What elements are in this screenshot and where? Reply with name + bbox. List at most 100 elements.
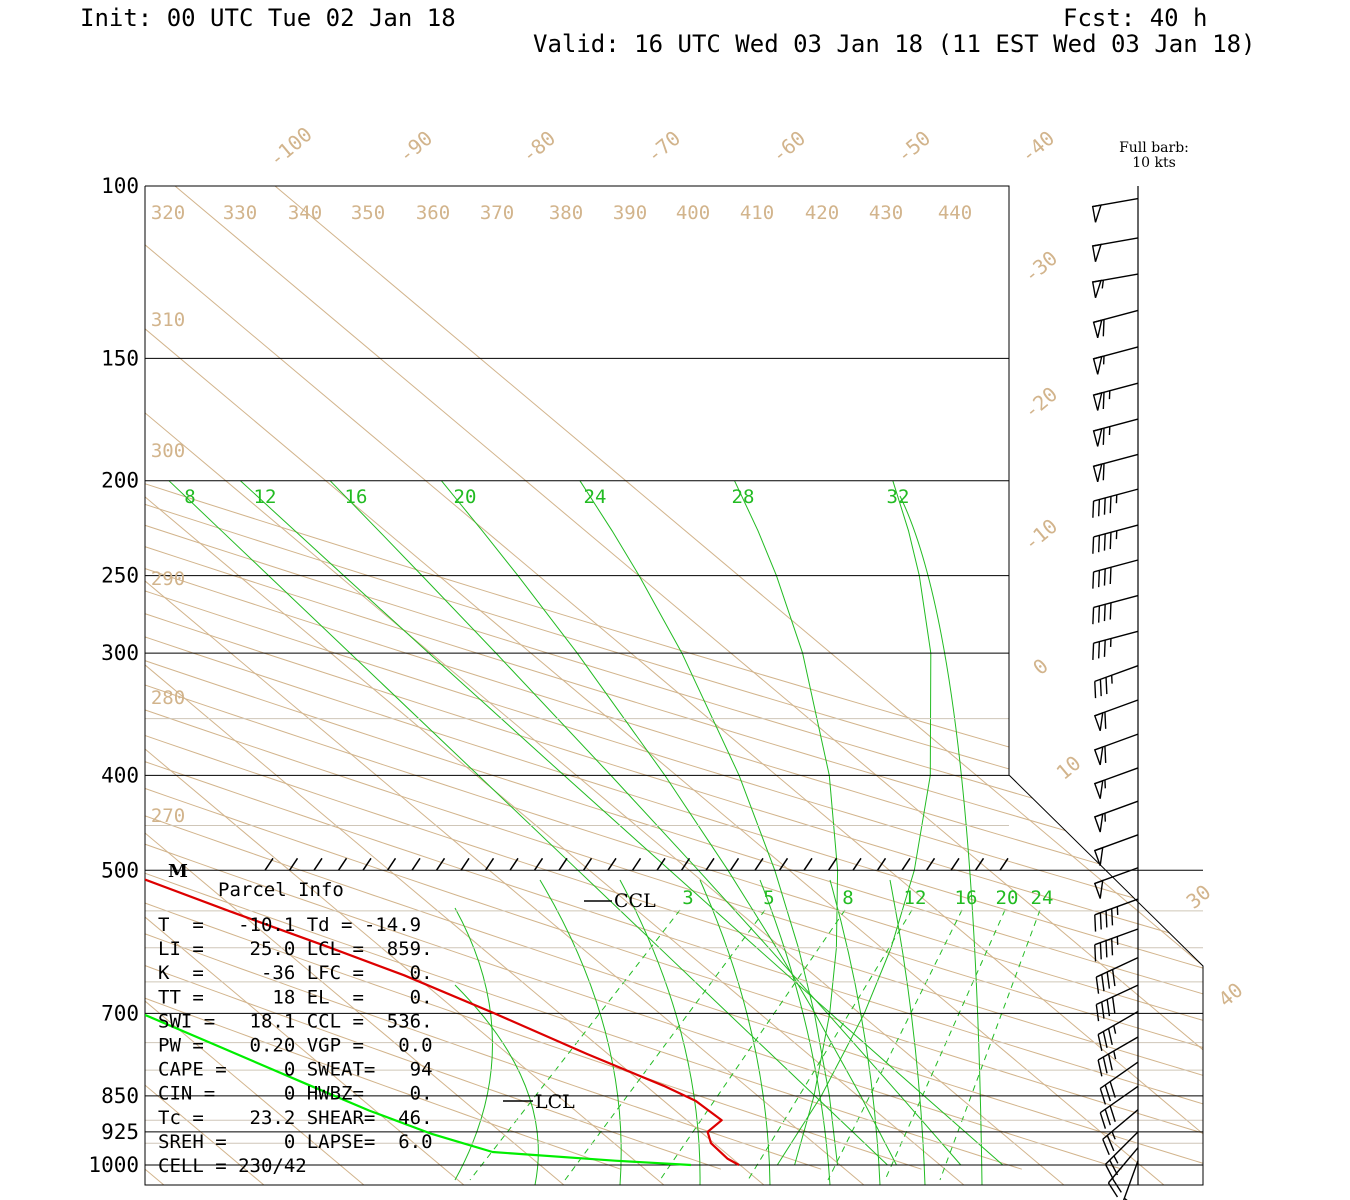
mixing-ratio-label: 20 (996, 887, 1019, 909)
saturated-adiabat (759, 879, 831, 1185)
hatch-mark (950, 857, 960, 871)
init-time: Init: 00 UTC Tue 02 Jan 18 (80, 4, 456, 32)
isotherm-label: 40 (1214, 978, 1248, 1012)
mixing-ratio-label: 24 (1031, 887, 1054, 909)
wind-barb (1093, 767, 1139, 799)
theta-label: 280 (151, 687, 185, 709)
isotherm (145, 186, 466, 1185)
isotherm (0, 141, 65, 1186)
pressure-label: 300 (101, 641, 139, 665)
hatch-mark (288, 857, 299, 871)
saturated-adiabat (619, 879, 701, 1185)
dry-adiabat (145, 186, 1203, 1170)
hatch-mark (680, 857, 691, 871)
hatch-mark (337, 857, 348, 871)
forecast-hour: Fcst: 40 h (1063, 4, 1208, 32)
dry-adiabat (145, 186, 1203, 1170)
parcel-info-row: TT = 18 EL = 0. (158, 986, 433, 1008)
hatch-mark (582, 857, 593, 871)
theta-label: 440 (938, 202, 972, 224)
wind-barb (1092, 524, 1139, 554)
isotherm-label: -20 (1019, 382, 1062, 424)
wind-barb (1092, 382, 1139, 411)
dry-adiabat (145, 186, 1203, 1170)
saturated-adiabat (168, 480, 888, 1166)
mixing-ratio-line (564, 909, 766, 1181)
hatch-mark (925, 857, 936, 871)
temperature-profile (145, 205, 740, 1166)
parcel-info-row: CAPE = 0 SWEAT= 94 (158, 1059, 433, 1081)
hatch-mark (754, 857, 764, 871)
sounding-profiles (145, 205, 740, 1167)
dry-adiabat (145, 186, 1203, 1170)
isotherm-label: 0 (1028, 654, 1053, 680)
saturated-adiabat (889, 879, 926, 1185)
saturated-adiabat (829, 879, 881, 1185)
hatch-mark (827, 857, 838, 871)
pressure-label: 925 (101, 1120, 139, 1144)
hatch-mark (533, 857, 544, 871)
hatch-mark (778, 857, 789, 871)
theta-label: 340 (288, 202, 322, 224)
isotherm (145, 186, 1066, 1185)
parcel-info-title: Parcel Info (218, 879, 344, 901)
theta-label: 320 (151, 202, 185, 224)
hatch-mark (705, 857, 715, 871)
parcel-info-row: CELL = 230/42 (158, 1155, 307, 1177)
parcel-info-row: SWI = 18.1 CCL = 536. (158, 1010, 433, 1032)
theta-e-label: 24 (584, 486, 607, 508)
dry-adiabat (145, 186, 722, 1170)
isotherm (145, 186, 1203, 1185)
theta-label: 290 (151, 568, 185, 590)
saturated-adiabat (441, 480, 897, 1166)
dry-adiabat (145, 186, 1022, 1170)
marker-m: M (168, 861, 188, 882)
isotherm-label: -60 (767, 126, 810, 168)
pressure-label: 250 (101, 564, 139, 588)
wind-barb (1104, 1131, 1139, 1180)
theta-label: 300 (151, 440, 185, 462)
parcel-info-row: K = -36 LFC = 0. (158, 962, 433, 984)
mixing-ratio-line (469, 909, 681, 1181)
dry-adiabat (145, 186, 1203, 1170)
wind-barb (1092, 453, 1139, 482)
barb-legend-line2: 10 kts (1132, 155, 1176, 171)
hatch-mark (509, 857, 519, 871)
barb-legend-line1: Full barb: (1119, 140, 1189, 156)
isotherm (221, 186, 1203, 1185)
hatch-mark (264, 857, 274, 871)
hatch-mark (901, 857, 911, 871)
isotherm (145, 186, 566, 1185)
hatch-mark (460, 857, 470, 871)
pressure-label: 850 (101, 1084, 139, 1108)
isotherm (145, 186, 166, 1185)
theta-label: 350 (351, 202, 385, 224)
isotherm (145, 186, 1203, 1185)
mixing-ratio-label: 16 (955, 887, 978, 909)
wind-barb (1093, 733, 1139, 766)
isotherm-label: -40 (1016, 126, 1059, 168)
hatch-mark (852, 857, 862, 871)
pressure-label: 500 (101, 858, 139, 882)
pressure-labels: 100 150 200 250 300 400 500 700 850 925 1000 (88, 174, 139, 1177)
wind-barb (1092, 346, 1139, 375)
hatch-mark (999, 857, 1009, 871)
isotherm-label: -70 (642, 126, 685, 168)
hatch-mark (484, 857, 495, 871)
wind-barb (1092, 488, 1139, 518)
isotherm-label: -80 (517, 126, 560, 168)
parcel-info-row: Tc = 23.2 SHEAR= 46. (158, 1107, 433, 1129)
dry-adiabat (145, 186, 1203, 1170)
parcel-info-row: SREH = 0 LAPSE= 6.0 (158, 1131, 433, 1153)
wind-barb (1093, 800, 1139, 833)
parcel-info-row: LI = 25.0 LCL = 859. (158, 938, 433, 960)
mixing-ratio-label: 3 (682, 887, 693, 909)
isotherm (145, 186, 766, 1185)
pressure-label: 100 (101, 174, 139, 198)
theta-label: 420 (805, 202, 839, 224)
wind-barb (1092, 630, 1139, 660)
mixing-ratio-line (939, 909, 1041, 1181)
wind-barb (1094, 898, 1139, 932)
wind-barb (1094, 665, 1139, 699)
